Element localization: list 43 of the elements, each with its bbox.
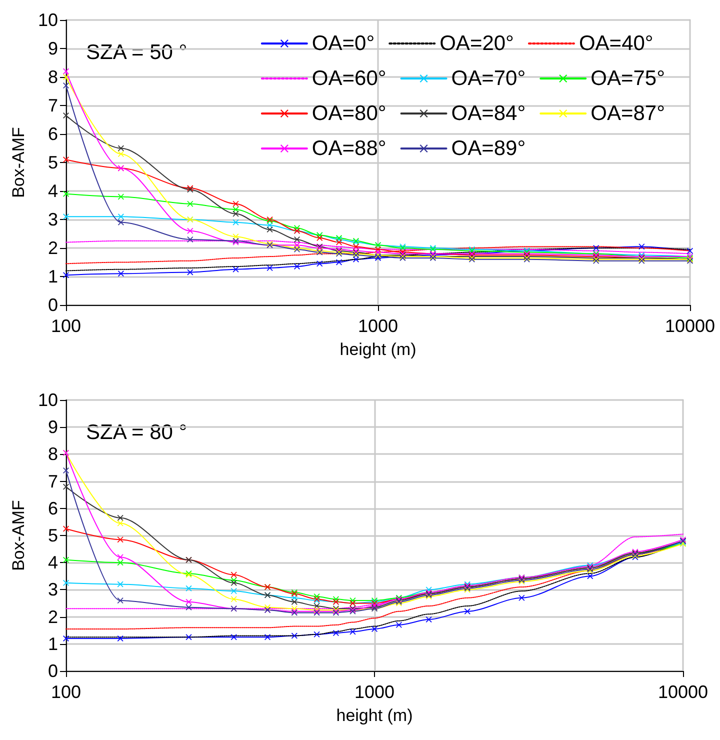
y-tick-label: 8: [48, 67, 58, 87]
x-axis-title: height (m): [340, 340, 416, 359]
y-axis-title: Box-AMF: [9, 127, 28, 198]
x-tick-label: 1000: [358, 316, 398, 336]
y-tick-label: 0: [48, 661, 58, 681]
y-tick-label: 1: [48, 634, 58, 654]
y-axis-title: Box-AMF: [9, 500, 28, 571]
x-tick-label: 100: [50, 682, 82, 702]
legend-label: OA=70°: [451, 67, 526, 90]
y-tick-label: 4: [48, 181, 58, 201]
y-tick-label: 3: [48, 580, 58, 600]
y-tick-label: 3: [48, 210, 58, 230]
y-tick-label: 10: [38, 10, 58, 30]
legend-label: OA=40°: [578, 32, 654, 55]
y-tick-label: 6: [48, 498, 58, 518]
y-tick-label: 5: [48, 526, 58, 546]
x-tick-label: 10000: [664, 316, 716, 336]
y-tick-label: 0: [48, 295, 58, 315]
y-tick-label: 2: [48, 606, 58, 627]
legend-label: OA=88°: [312, 137, 386, 160]
x-tick-label: 10000: [658, 682, 708, 702]
y-tick-label: 10: [38, 390, 58, 410]
legend-label: OA=20°: [440, 32, 514, 55]
y-tick-label: 7: [48, 471, 58, 492]
x-tick-label: 100: [50, 316, 82, 336]
legend-label: OA=80°: [312, 102, 386, 125]
y-tick-label: 2: [48, 238, 58, 258]
x-tick-label: 1000: [354, 682, 395, 702]
legend-label: OA=87°: [590, 102, 666, 125]
legend-label: OA=60°: [312, 67, 386, 90]
y-tick-label: 4: [48, 552, 58, 573]
legend-label: OA=89°: [451, 137, 526, 160]
legend-label: OA=75°: [590, 67, 666, 90]
y-tick-label: 9: [48, 38, 58, 58]
y-tick-label: 1: [48, 266, 58, 286]
y-tick-label: 8: [48, 444, 58, 464]
x-axis-title: height (m): [336, 706, 413, 725]
y-tick-label: 9: [48, 417, 58, 438]
y-tick-label: 6: [48, 124, 58, 144]
y-tick-label: 5: [48, 152, 58, 172]
y-tick-label: 7: [48, 96, 58, 116]
legend-label: OA=0°: [312, 32, 375, 55]
legend-label: OA=84°: [451, 102, 526, 125]
